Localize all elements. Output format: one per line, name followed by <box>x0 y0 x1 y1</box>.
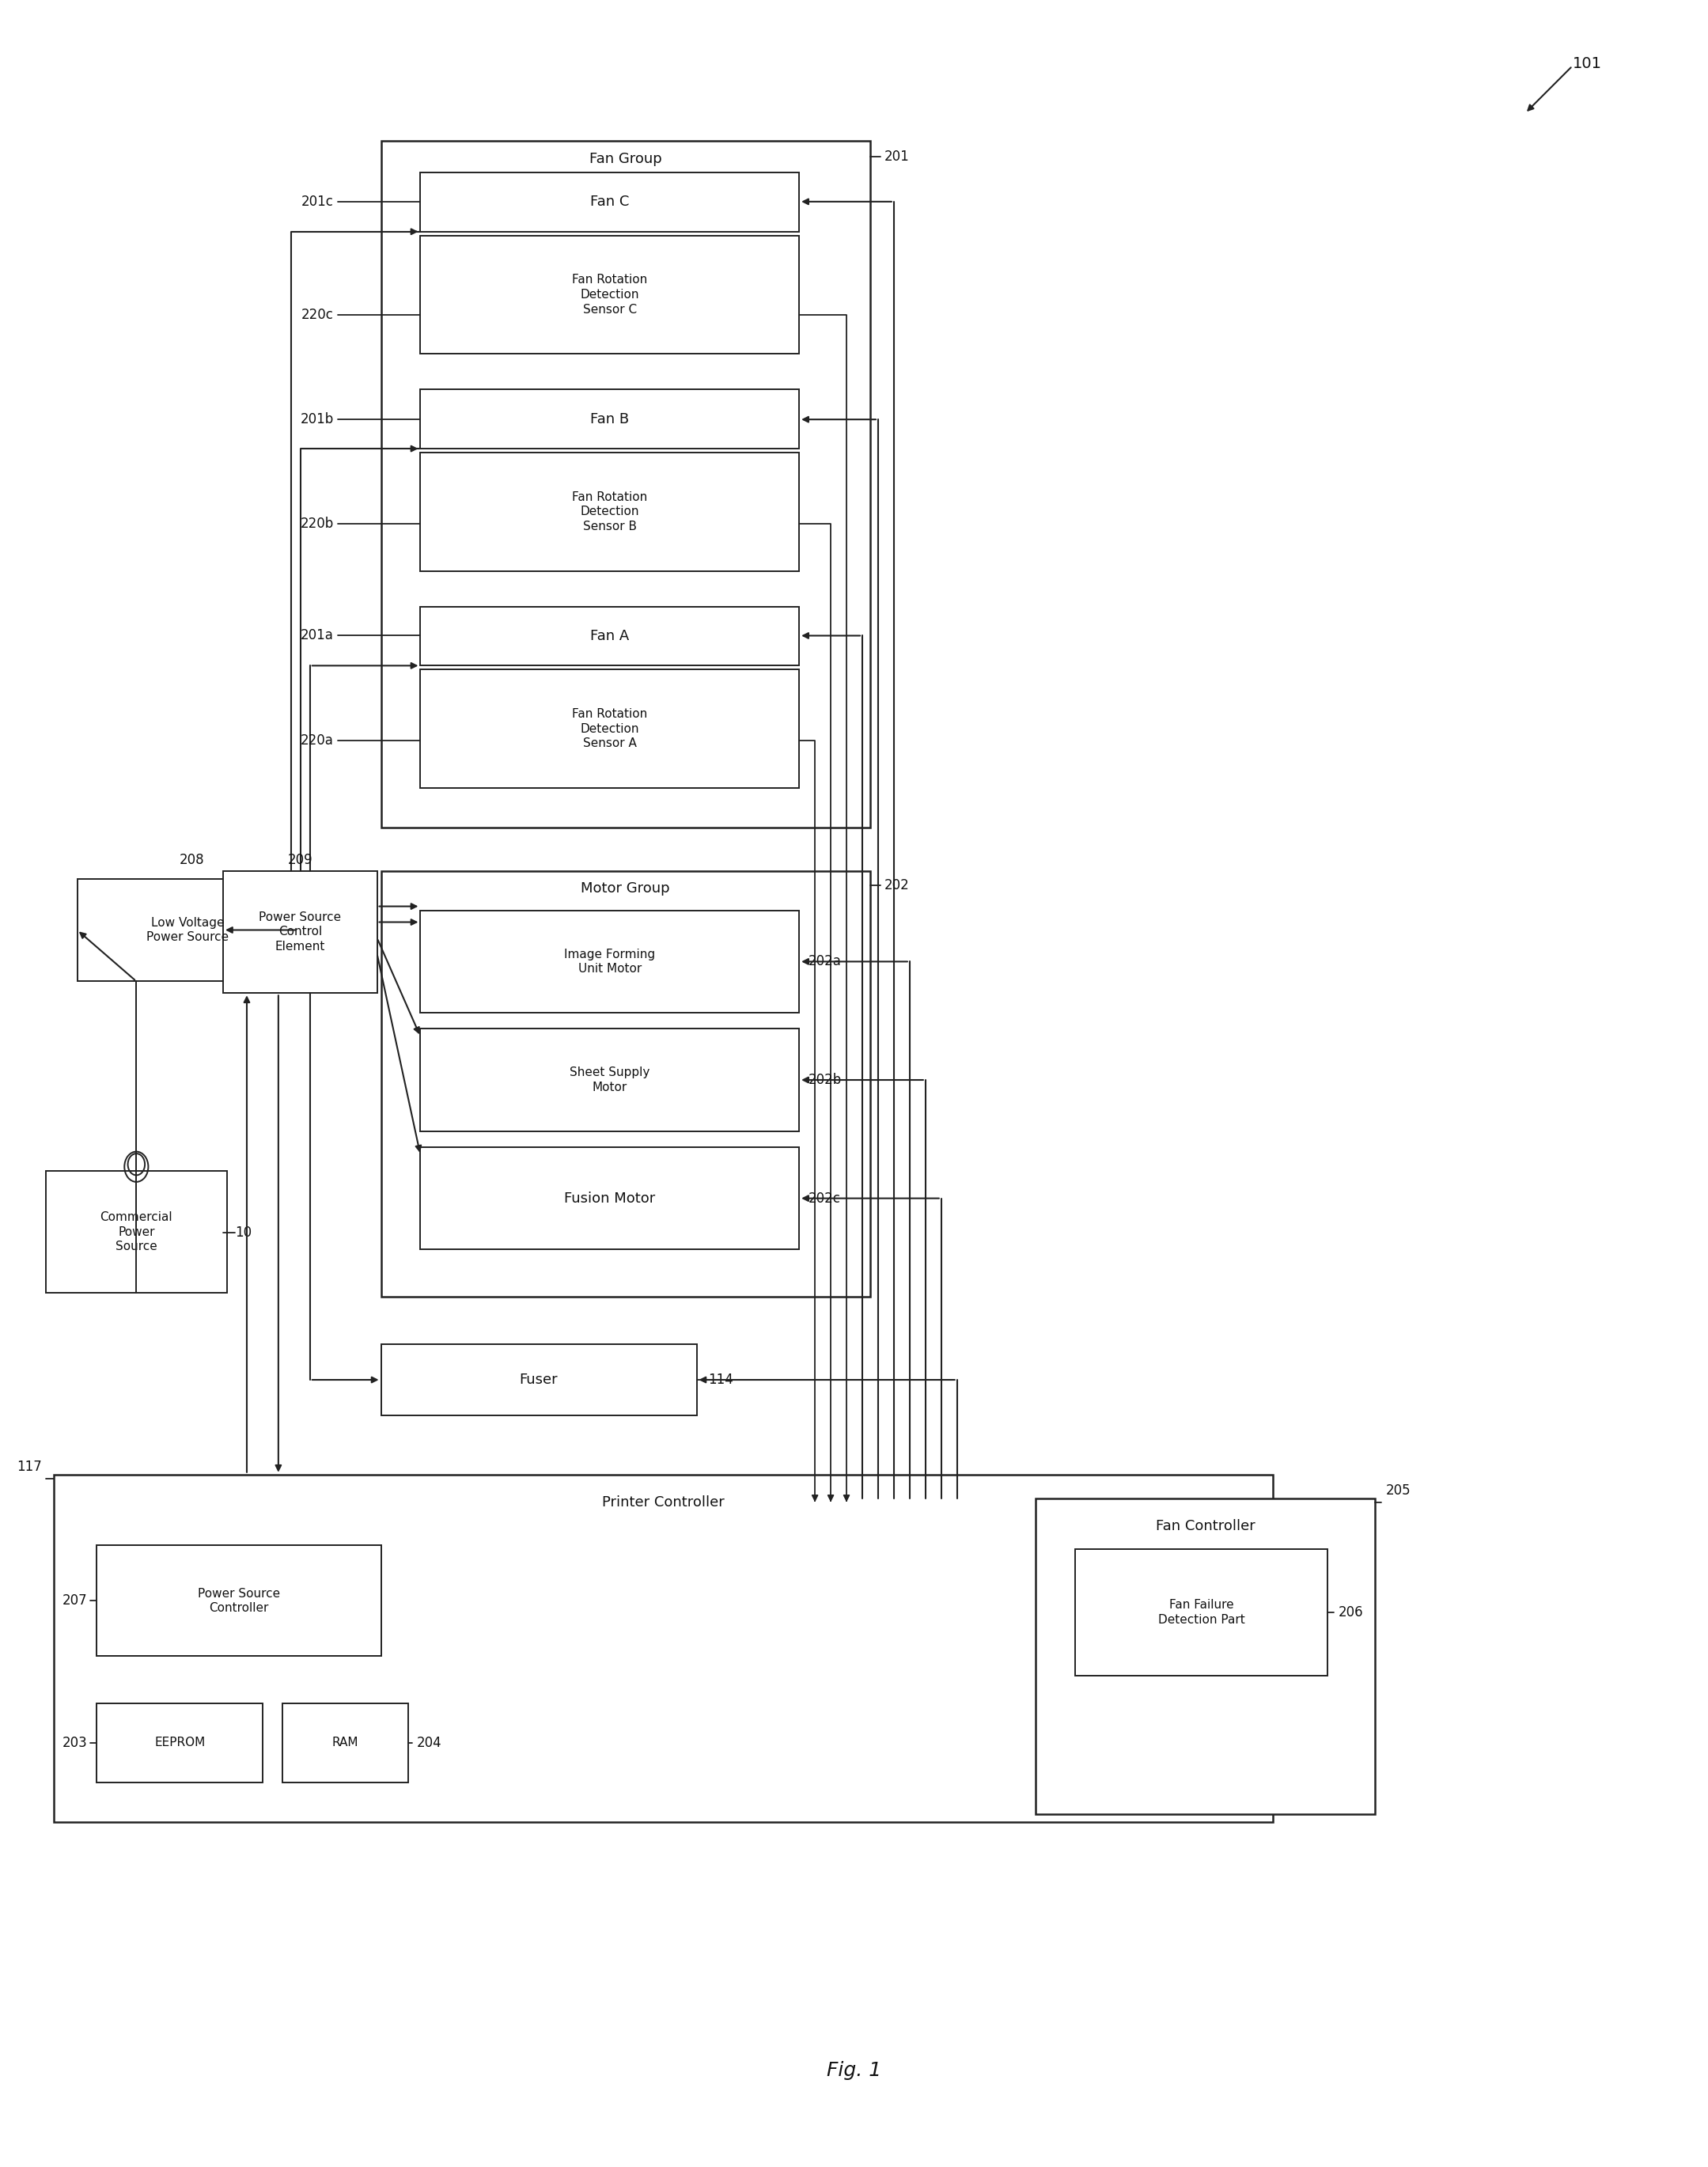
Text: 202a: 202a <box>808 953 842 969</box>
Text: 201a: 201a <box>301 628 333 644</box>
Text: 220b: 220b <box>301 516 333 531</box>
Bar <box>420 1146 799 1250</box>
Bar <box>1076 1549 1327 1675</box>
Bar <box>77 880 299 982</box>
Text: Fan Rotation
Detection
Sensor B: Fan Rotation Detection Sensor B <box>572 492 647 533</box>
Text: 10: 10 <box>236 1224 251 1240</box>
Text: 207: 207 <box>63 1593 87 1608</box>
Text: Image Forming
Unit Motor: Image Forming Unit Motor <box>564 949 656 975</box>
Bar <box>420 607 799 665</box>
Text: Motor Group: Motor Group <box>581 882 670 895</box>
Bar <box>420 910 799 1012</box>
Text: Commercial
Power
Source: Commercial Power Source <box>101 1211 173 1253</box>
Text: 202b: 202b <box>808 1073 842 1088</box>
Text: 203: 203 <box>61 1736 87 1751</box>
Bar <box>420 236 799 353</box>
Bar <box>381 141 869 828</box>
Text: 208: 208 <box>179 852 203 867</box>
Text: 201: 201 <box>885 150 909 165</box>
Bar <box>97 1703 263 1781</box>
Bar <box>97 1545 381 1656</box>
Text: Fan Controller: Fan Controller <box>1156 1519 1255 1532</box>
Text: Fan Rotation
Detection
Sensor A: Fan Rotation Detection Sensor A <box>572 709 647 750</box>
Text: Power Source
Controller: Power Source Controller <box>198 1588 280 1614</box>
Text: 101: 101 <box>1573 56 1602 72</box>
Text: 209: 209 <box>289 852 313 867</box>
Bar <box>53 1474 1272 1822</box>
Text: Fan A: Fan A <box>591 628 629 644</box>
Bar <box>1035 1497 1375 1814</box>
Text: RAM: RAM <box>331 1738 359 1749</box>
Bar <box>282 1703 408 1781</box>
Text: Sheet Supply
Motor: Sheet Supply Motor <box>570 1066 649 1092</box>
Text: Fusion Motor: Fusion Motor <box>564 1192 656 1205</box>
Text: Power Source
Control
Element: Power Source Control Element <box>260 912 342 953</box>
Bar <box>46 1170 227 1294</box>
Text: 117: 117 <box>17 1461 41 1474</box>
Bar <box>420 670 799 789</box>
Text: 205: 205 <box>1385 1482 1411 1497</box>
Bar <box>381 871 869 1298</box>
Text: 201b: 201b <box>301 412 333 427</box>
Text: Fan Rotation
Detection
Sensor C: Fan Rotation Detection Sensor C <box>572 273 647 316</box>
Text: 202: 202 <box>885 878 909 893</box>
Text: 202c: 202c <box>808 1192 840 1205</box>
Text: 220c: 220c <box>301 308 333 321</box>
Bar <box>381 1344 697 1415</box>
Text: Printer Controller: Printer Controller <box>601 1495 724 1508</box>
Text: Fan C: Fan C <box>591 195 629 210</box>
Text: Fan Group: Fan Group <box>589 152 663 167</box>
Text: Fuser: Fuser <box>519 1372 559 1387</box>
Bar <box>420 1029 799 1131</box>
Text: 204: 204 <box>417 1736 441 1751</box>
Text: Fig. 1: Fig. 1 <box>827 2061 881 2080</box>
Text: Fan Failure
Detection Part: Fan Failure Detection Part <box>1158 1599 1245 1625</box>
Bar <box>420 173 799 232</box>
Text: 114: 114 <box>709 1372 733 1387</box>
Text: 201c: 201c <box>301 195 333 208</box>
Bar <box>224 871 377 992</box>
Bar <box>420 453 799 570</box>
Text: Low Voltage
Power Source: Low Voltage Power Source <box>147 917 229 943</box>
Text: 206: 206 <box>1337 1606 1363 1619</box>
Bar <box>420 390 799 449</box>
Text: EEPROM: EEPROM <box>154 1738 205 1749</box>
Text: 220a: 220a <box>301 732 333 748</box>
Text: Fan B: Fan B <box>591 412 629 427</box>
